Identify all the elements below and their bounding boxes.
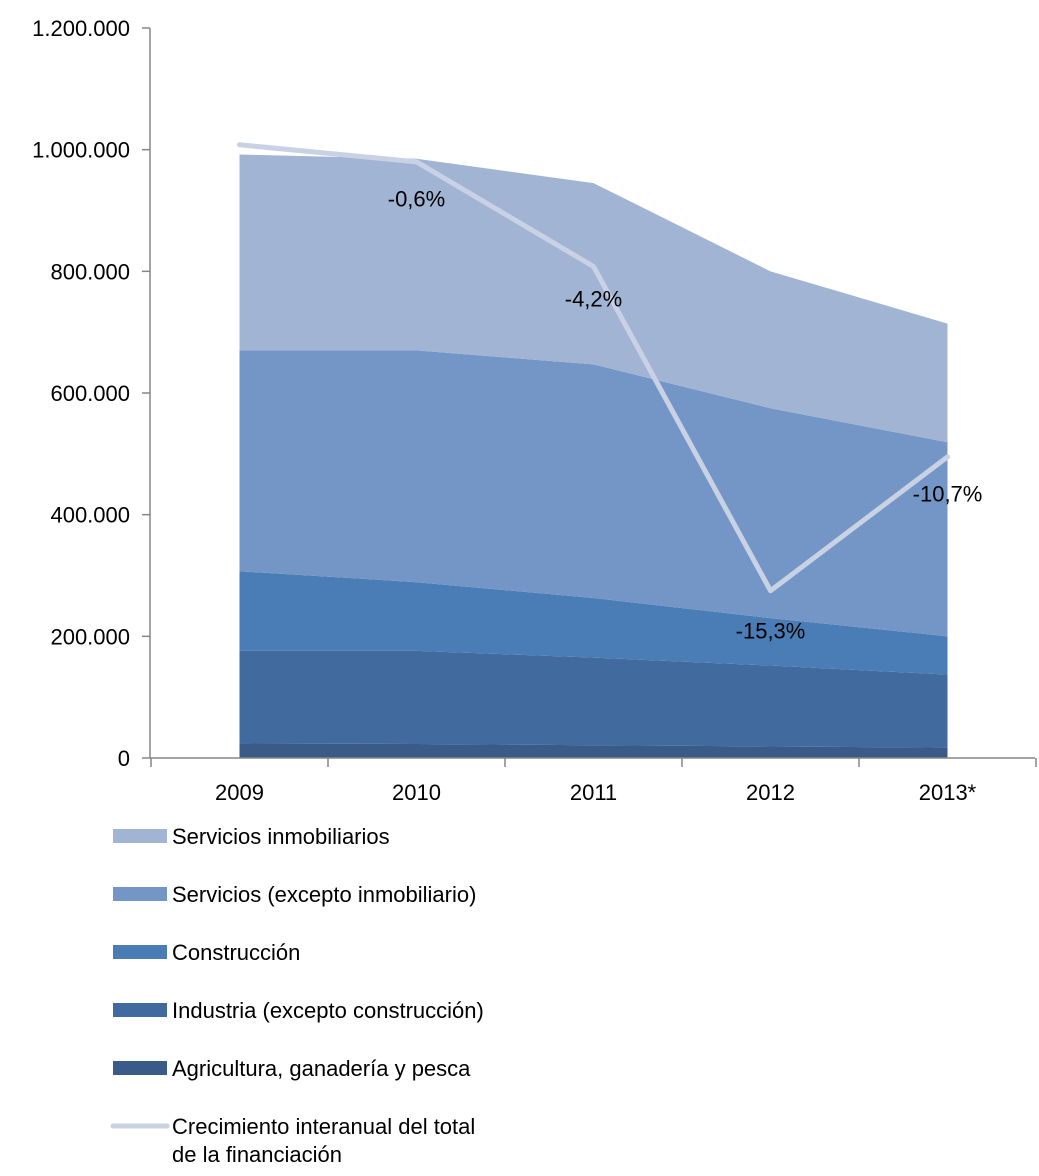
x-tick-label: 2011: [570, 780, 617, 805]
legend-label: Crecimiento interanual del total: [172, 1114, 475, 1139]
y-tick-label: 0: [118, 746, 130, 771]
y-tick-label: 1.000.000: [32, 138, 130, 163]
legend-label: de la financiación: [172, 1142, 342, 1167]
area-agricultura-ganaderia-y-pesca: [239, 743, 948, 758]
area-industria-excepto-construccion: [239, 650, 948, 748]
y-tick-label: 800.000: [50, 259, 130, 284]
legend: Servicios inmobiliarios Servicios (except…: [110, 824, 484, 1167]
growth-line-group: [237, 142, 950, 594]
legend-label: Agricultura, ganadería y pesca: [172, 1056, 471, 1081]
y-tick-label: 1.200.000: [32, 16, 130, 41]
growth-series-line: [237, 142, 950, 594]
growth-data-label: -10,7%: [913, 481, 983, 506]
area-servicios-inmobiliarios: [239, 154, 948, 443]
legend-label: Construcción: [172, 940, 300, 965]
legend-swatch: [113, 945, 167, 959]
area-servicios-excepto-inmobiliario: [239, 350, 948, 637]
y-tick-label: 200.000: [50, 624, 130, 649]
legend-swatch: [113, 887, 167, 901]
legend-label: Servicios (excepto inmobiliario): [172, 882, 476, 907]
y-tick-label: 600.000: [50, 381, 130, 406]
legend-label: Servicios inmobiliarios: [172, 824, 390, 849]
legend-swatch: [113, 829, 167, 843]
area-construccion: [239, 571, 948, 675]
x-tick-label: 2012: [746, 780, 795, 805]
annotation-group: -0,6% -4,2% -15,3% -10,7%: [388, 186, 983, 643]
axes-group: 0 200.000 400.000 600.000 800.000 1.000.000 1.…: [32, 16, 1037, 805]
growth-data-label: -0,6%: [388, 186, 445, 211]
growth-data-label: -4,2%: [565, 287, 622, 312]
legend-swatch: [113, 1061, 167, 1075]
x-tick-label: 2010: [392, 780, 441, 805]
area-series-group: [239, 154, 948, 758]
x-tick-label: 2009: [215, 780, 264, 805]
y-tick-label: 400.000: [50, 503, 130, 528]
legend-swatch: [113, 1003, 167, 1017]
growth-data-label: -15,3%: [736, 618, 806, 643]
legend-label: Industria (excepto construcción): [172, 998, 484, 1023]
x-tick-label: 2013*: [919, 780, 977, 805]
